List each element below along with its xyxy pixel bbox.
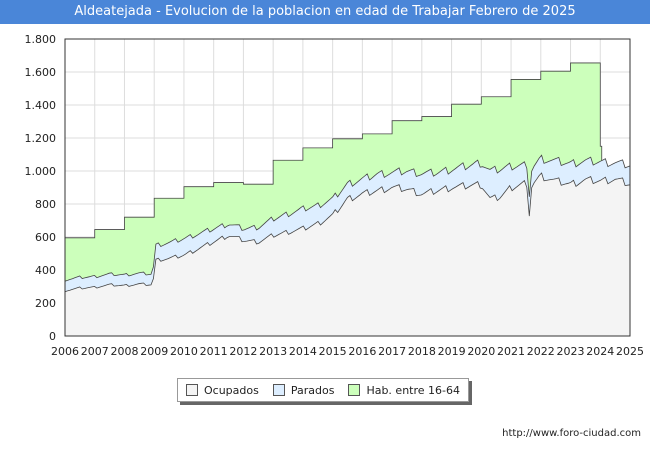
x-tick-label: 2010	[170, 345, 198, 358]
x-tick-label: 2011	[200, 345, 228, 358]
y-tick-label: 400	[35, 264, 56, 277]
area-ocupados	[64, 172, 631, 337]
y-tick-label: 600	[35, 231, 56, 244]
y-tick-label: 0	[49, 330, 56, 343]
x-tick-label: 2025	[616, 345, 644, 358]
x-tick-label: 2021	[497, 345, 525, 358]
x-tick-label: 2022	[527, 345, 555, 358]
source-link[interactable]: http://www.foro-ciudad.com	[502, 428, 641, 439]
legend-label-hab: Hab. entre 16-64	[366, 383, 460, 397]
y-tick-label: 1.600	[25, 66, 57, 79]
x-tick-label: 2006	[51, 345, 79, 358]
x-tick-label: 2018	[408, 345, 436, 358]
y-tick-label: 1.200	[25, 132, 57, 145]
legend-swatch-parados	[272, 384, 285, 396]
x-tick-label: 2008	[110, 345, 138, 358]
x-tick-label: 2024	[586, 345, 614, 358]
plot-frame	[64, 38, 631, 337]
x-tick-label: 2007	[81, 345, 109, 358]
legend-swatch-hab	[348, 384, 361, 396]
x-tick-label: 2023	[557, 345, 585, 358]
y-tick-label: 1.800	[25, 33, 57, 46]
x-tick-label: 2009	[140, 345, 168, 358]
legend-swatch-ocupados	[185, 384, 198, 396]
legend-label-ocupados: Ocupados	[203, 383, 259, 397]
y-axis-labels: 0 200 400 600 800 1.000 1.200 1.400 1.600 1.800	[25, 33, 57, 343]
legend: Ocupados Parados Hab. entre 16-64	[177, 378, 469, 402]
y-tick-label: 200	[35, 297, 56, 310]
x-tick-label: 2014	[289, 345, 317, 358]
y-tick-label: 1.000	[25, 165, 57, 178]
x-axis-labels: 2006 2007 2008 2009 2010 2011 2012 2013 2014 2015…	[51, 345, 644, 358]
x-tick-label: 2016	[348, 345, 376, 358]
x-tick-label: 2012	[229, 345, 257, 358]
x-tick-label: 2019	[438, 345, 466, 358]
legend-item-ocupados: Ocupados	[185, 383, 259, 397]
legend-item-hab: Hab. entre 16-64	[348, 384, 460, 397]
legend-item-parados: Parados	[272, 383, 335, 397]
chart-title: Aldeatejada - Evolucion de la poblacion …	[0, 0, 650, 24]
x-tick-label: 2020	[467, 345, 495, 358]
y-tick-label: 1.400	[25, 99, 57, 112]
x-tick-label: 2017	[378, 345, 406, 358]
x-tick-label: 2013	[259, 345, 287, 358]
series-areas	[64, 62, 631, 337]
legend-label-parados: Parados	[290, 383, 335, 397]
y-tick-label: 800	[35, 198, 56, 211]
x-tick-label: 2015	[319, 345, 347, 358]
